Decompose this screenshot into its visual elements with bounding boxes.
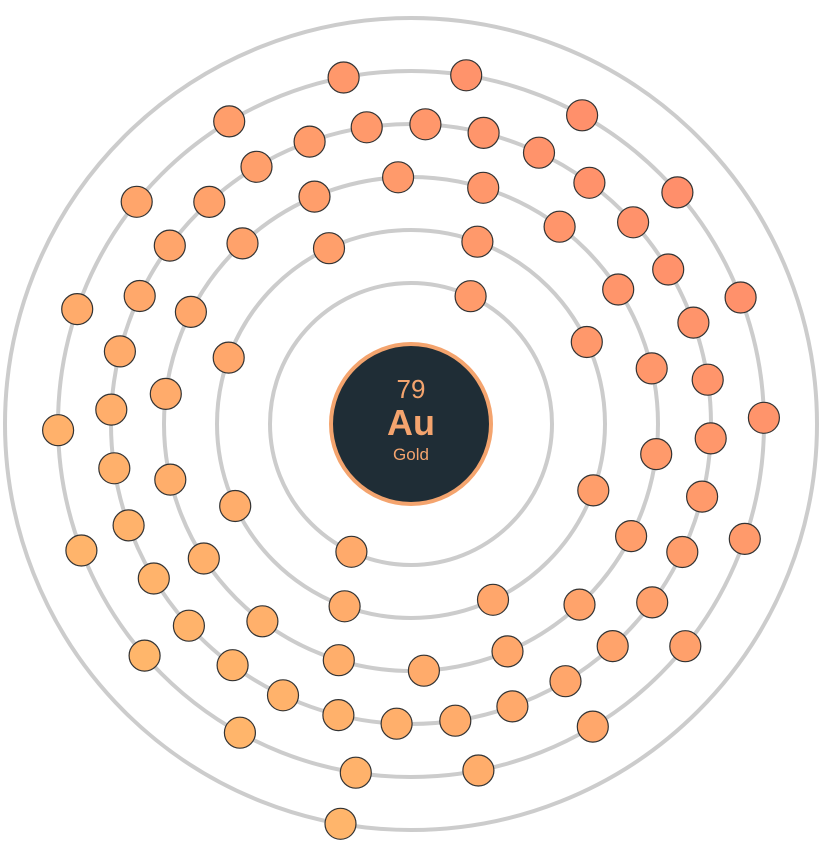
electron [467, 171, 500, 204]
electron [462, 754, 495, 787]
nucleus-circle [329, 342, 493, 506]
electron [476, 583, 510, 616]
electron [350, 111, 383, 144]
electron [454, 280, 487, 313]
electron [635, 352, 668, 385]
electron [576, 710, 609, 743]
electron [577, 474, 610, 507]
electron [120, 185, 153, 218]
electron [219, 489, 252, 523]
electron [137, 562, 170, 595]
electron [666, 535, 699, 569]
atomic-number: 79 [397, 374, 426, 404]
electron [65, 534, 98, 567]
electron [123, 279, 156, 313]
nucleus: 79 Au Gold [329, 342, 493, 506]
electron [213, 105, 246, 138]
shell-2 [215, 228, 607, 620]
electron [728, 522, 761, 556]
electron [549, 665, 582, 698]
electron [565, 99, 599, 132]
electron [543, 210, 576, 243]
electron [298, 180, 331, 213]
electron [172, 609, 205, 642]
electron [293, 125, 326, 158]
electron [669, 630, 702, 663]
electron [652, 253, 685, 286]
electron [570, 325, 603, 359]
electron [439, 704, 472, 737]
electron [216, 649, 249, 682]
electron [496, 690, 529, 723]
electron [640, 438, 673, 471]
electron [322, 698, 355, 732]
electron [747, 401, 781, 434]
electron [467, 116, 500, 149]
electron [328, 590, 361, 623]
electron [694, 422, 727, 455]
shell-1 [268, 281, 554, 567]
electron [691, 363, 724, 396]
electron [380, 707, 413, 740]
electrons [41, 59, 781, 840]
electron [212, 341, 245, 374]
electron [266, 679, 300, 712]
electron [614, 519, 648, 553]
electron [491, 635, 524, 668]
electron [522, 136, 556, 169]
element-name: Gold [393, 445, 429, 464]
electron [240, 150, 273, 183]
electron [616, 206, 650, 239]
electron [563, 588, 596, 621]
electron [724, 281, 757, 314]
electron [596, 629, 629, 663]
electron [61, 293, 94, 326]
electron [661, 176, 694, 209]
electron [636, 586, 669, 619]
electron [128, 639, 161, 672]
electron [409, 108, 442, 141]
electron [246, 605, 279, 638]
electron [41, 414, 75, 447]
electron [461, 225, 494, 258]
electron [573, 166, 606, 199]
electron [685, 480, 719, 513]
electron [103, 335, 137, 368]
electron [174, 295, 207, 328]
electron [335, 535, 368, 568]
electron [677, 306, 710, 339]
electron [339, 756, 372, 789]
electron [154, 463, 187, 496]
electron [312, 232, 346, 265]
element-symbol: Au [387, 402, 435, 443]
electron [324, 807, 357, 840]
electron [382, 161, 415, 194]
electron [407, 654, 440, 687]
shell-6 [3, 16, 819, 832]
electron [450, 59, 483, 92]
electron [327, 61, 360, 94]
electron [187, 542, 220, 575]
electron [193, 185, 226, 218]
electron [153, 229, 186, 262]
electron [149, 377, 182, 410]
electron [98, 452, 131, 485]
electron [602, 273, 635, 306]
electron [322, 644, 355, 677]
electron [112, 509, 145, 542]
electron [223, 716, 256, 749]
electron [95, 393, 128, 426]
electron [226, 227, 259, 260]
